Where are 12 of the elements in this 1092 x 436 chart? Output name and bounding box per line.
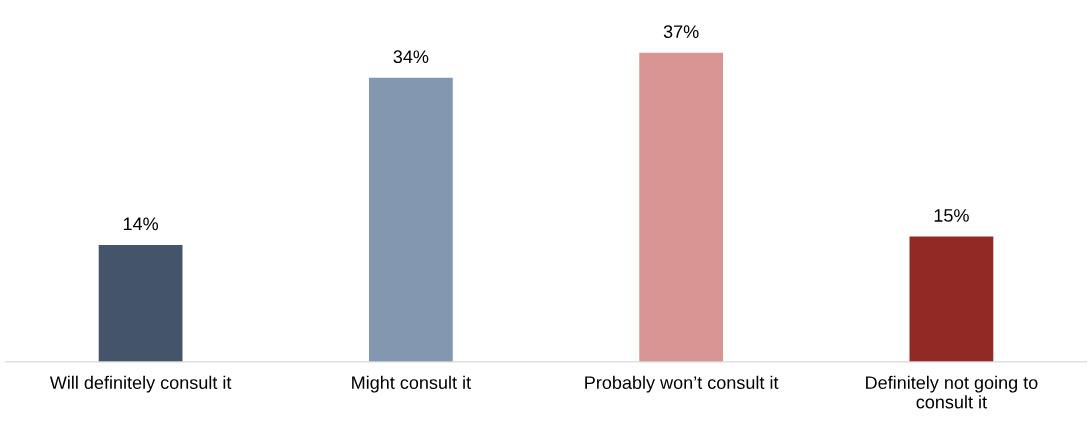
bar bbox=[98, 244, 183, 362]
data-label: 37% bbox=[663, 25, 699, 39]
x-tick-label: Might consult it bbox=[352, 375, 471, 393]
bar bbox=[909, 236, 994, 362]
bar bbox=[639, 52, 724, 362]
bar bbox=[368, 77, 453, 362]
data-label: 15% bbox=[934, 209, 969, 222]
x-tick-label: Will definitely consult it bbox=[49, 375, 232, 393]
x-tick-label: Probably won’t consult it bbox=[585, 375, 779, 393]
x-tick-label: Definitely not going to consult it bbox=[866, 375, 1038, 409]
data-label: 34% bbox=[393, 50, 429, 64]
data-label: 14% bbox=[123, 217, 159, 231]
